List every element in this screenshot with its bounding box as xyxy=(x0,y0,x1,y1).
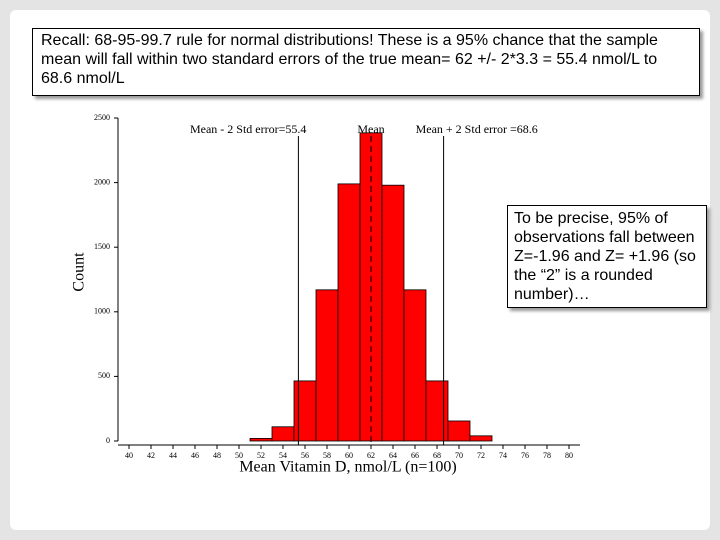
x-tick-label: 50 xyxy=(235,451,243,460)
x-tick-label: 40 xyxy=(125,451,133,460)
x-tick-label: 74 xyxy=(499,451,507,460)
bar xyxy=(381,184,405,442)
x-tick-label: 52 xyxy=(257,451,265,460)
x-tick-label: 44 xyxy=(169,451,177,460)
y-axis-label: Count xyxy=(71,252,88,292)
bar xyxy=(315,289,339,442)
bar xyxy=(271,426,295,442)
y-tick-label: 0 xyxy=(106,436,110,445)
y-tick-label: 1500 xyxy=(94,242,110,251)
x-tick-label: 46 xyxy=(191,451,199,460)
x-tick-label: 54 xyxy=(279,451,287,460)
x-tick-label: 80 xyxy=(565,451,573,460)
y-tick-label: 500 xyxy=(98,371,110,380)
bar xyxy=(249,438,273,442)
x-tick-label: 70 xyxy=(455,451,463,460)
bar xyxy=(293,380,317,442)
reference-label: Mean xyxy=(357,122,384,136)
x-tick-label: 72 xyxy=(477,451,485,460)
reference-label: Mean - 2 Std error=55.4 xyxy=(190,122,306,136)
x-tick-label: 68 xyxy=(433,451,441,460)
y-tick-label: 1000 xyxy=(94,307,110,316)
bar xyxy=(469,435,493,442)
x-tick-label: 66 xyxy=(411,451,419,460)
x-tick-label: 78 xyxy=(543,451,551,460)
bar xyxy=(447,420,471,442)
y-tick-label: 2000 xyxy=(94,177,110,186)
y-tick-label: 2500 xyxy=(94,113,110,122)
recall-note: Recall: 68-95-99.7 rule for normal distr… xyxy=(32,28,700,96)
x-tick-label: 64 xyxy=(389,451,397,460)
x-tick-label: 62 xyxy=(367,451,375,460)
x-tick-label: 42 xyxy=(147,451,155,460)
precision-note: To be precise, 95% of observations fall … xyxy=(507,205,707,308)
bar xyxy=(403,289,427,442)
bar xyxy=(337,183,361,442)
reference-label: Mean + 2 Std error =68.6 xyxy=(416,122,538,136)
x-tick-label: 60 xyxy=(345,451,353,460)
x-tick-label: 76 xyxy=(521,451,529,460)
x-tick-label: 56 xyxy=(301,451,309,460)
x-tick-label: 58 xyxy=(323,451,331,460)
bar xyxy=(425,380,449,442)
x-tick-label: 48 xyxy=(213,451,221,460)
x-axis-label: Mean Vitamin D, nmol/L (n=100) xyxy=(239,459,456,476)
